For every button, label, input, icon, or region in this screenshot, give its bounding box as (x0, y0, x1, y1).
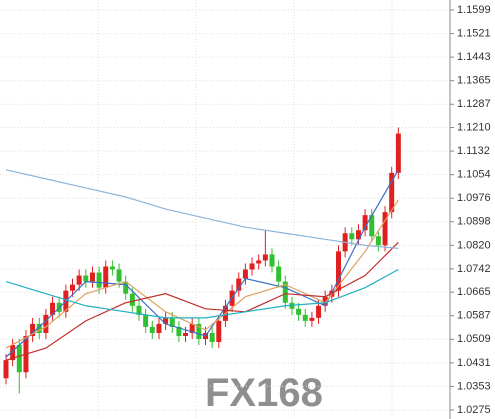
candle-body (43, 314, 49, 333)
y-tick-label: 1.1365 (457, 75, 491, 87)
candle-body (89, 272, 95, 282)
moving-average (5, 169, 399, 249)
candle-body (3, 360, 9, 379)
candle-body (136, 305, 142, 315)
candle-body (123, 281, 129, 294)
candle-body (30, 323, 36, 336)
moving-average (5, 241, 399, 361)
y-tick-label: 1.0898 (457, 216, 491, 228)
y-tick-label: 1.0976 (457, 192, 491, 204)
candle-body (143, 314, 149, 327)
y-tick-label: 1.0275 (457, 404, 491, 416)
candle-body (116, 269, 122, 282)
candle-body (316, 305, 322, 318)
candle-body (76, 275, 82, 285)
candle-body (149, 326, 155, 333)
y-tick-label: 1.1521 (457, 27, 491, 39)
y-tick-label: 1.0742 (457, 263, 491, 275)
y-tick-label: 1.0587 (457, 310, 491, 322)
candle-body (276, 266, 282, 282)
vertical-grid (97, 0, 393, 419)
candle-body (103, 266, 109, 288)
candle-body (109, 266, 115, 270)
candle-body (282, 281, 288, 303)
candle-body (242, 269, 248, 279)
candle-body (256, 260, 262, 264)
candle-body (395, 133, 401, 173)
y-tick-label: 1.1443 (457, 51, 491, 63)
moving-average (5, 268, 399, 319)
y-tick-label: 1.0353 (457, 380, 491, 392)
candle-body (129, 293, 135, 306)
candle-body (355, 230, 361, 240)
y-tick-label: 1.1054 (457, 169, 491, 181)
candle-body (382, 212, 388, 246)
candle-body (369, 215, 375, 237)
y-tick-label: 1.0509 (457, 333, 491, 345)
watermark: FX168 (205, 371, 323, 415)
candle-body (336, 251, 341, 291)
candle-body (216, 320, 222, 343)
candle-body (156, 323, 162, 333)
candle-body (183, 332, 189, 336)
candle-body (176, 326, 182, 336)
candle-body (389, 172, 395, 213)
candle-body (209, 332, 215, 343)
y-tick-label: 1.0431 (457, 357, 491, 369)
candle-body (169, 317, 175, 327)
y-tick-label: 1.1599 (457, 4, 491, 16)
candle-body (269, 254, 275, 267)
candle-body (83, 275, 89, 282)
y-tick-label: 1.1132 (457, 145, 490, 157)
candle-body (10, 345, 16, 361)
y-tick-label: 1.0665 (457, 286, 491, 298)
y-tick-label: 1.1210 (457, 121, 491, 133)
candle-body (362, 215, 368, 231)
candle-body (163, 317, 169, 324)
candle-body (196, 323, 202, 340)
candle-body (16, 345, 22, 373)
candle-body (36, 323, 42, 333)
candle-body (189, 323, 195, 333)
candle-body (96, 272, 102, 288)
candle-body (50, 302, 56, 315)
moving-average (5, 199, 399, 349)
candle-body (236, 278, 242, 291)
moving-average (5, 169, 399, 358)
y-tick-label: 1.1287 (457, 98, 491, 110)
candle-body (262, 254, 268, 261)
candle-body (249, 263, 255, 270)
candle-body (296, 308, 302, 315)
y-tick-label: 1.0820 (457, 239, 491, 251)
candle-body (349, 233, 355, 240)
candle-body (309, 317, 315, 321)
candle-body (322, 296, 328, 306)
candle-body (375, 236, 381, 246)
candle-body (70, 284, 75, 291)
candle-body (302, 314, 308, 321)
